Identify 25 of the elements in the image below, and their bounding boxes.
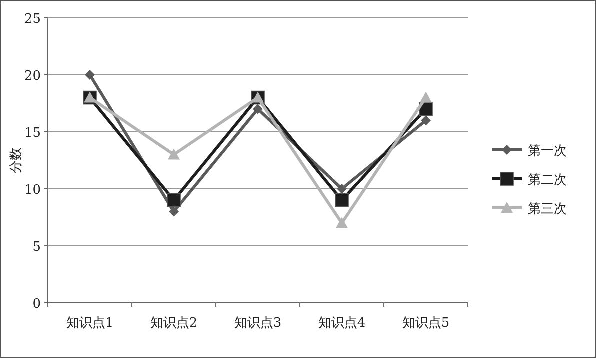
x-tick-label: 知识点5 <box>402 316 450 331</box>
y-tick-label: 20 <box>24 69 41 84</box>
legend-label: 第二次 <box>528 173 567 188</box>
y-tick-label: 25 <box>24 12 41 27</box>
point <box>85 70 95 80</box>
y-tick-label: 10 <box>24 183 41 198</box>
legend-label: 第一次 <box>528 144 567 159</box>
point <box>169 206 179 217</box>
y-tick-label: 5 <box>32 240 41 255</box>
point <box>168 148 180 160</box>
point <box>421 116 431 126</box>
point <box>167 194 181 208</box>
legend-label: 第三次 <box>528 202 567 217</box>
y-tick-label: 15 <box>24 126 41 141</box>
x-tick-label: 知识点3 <box>234 316 282 331</box>
x-tick-label: 知识点2 <box>150 316 198 331</box>
y-axis-title: 分数 <box>9 148 24 174</box>
x-tick-label: 知识点4 <box>318 316 366 331</box>
point <box>336 217 348 228</box>
point <box>335 194 349 208</box>
point <box>253 104 263 114</box>
y-tick-label: 0 <box>32 297 41 312</box>
x-tick-label: 知识点1 <box>66 316 114 331</box>
point <box>420 92 432 103</box>
point <box>337 184 347 194</box>
